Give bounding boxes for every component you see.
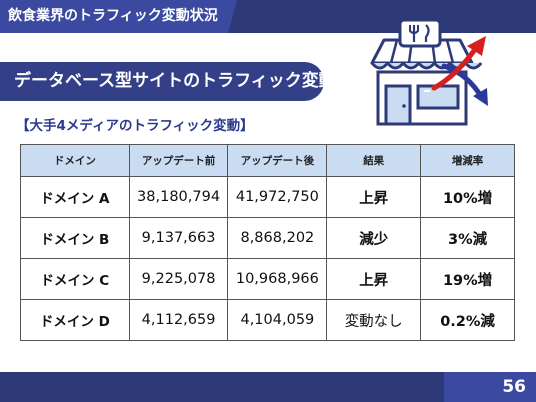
page-number: 56 <box>444 372 536 402</box>
before-cell: 9,225,078 <box>128 258 229 300</box>
column-header-rate: 増減率 <box>420 144 515 177</box>
fork-knife-icon <box>409 24 430 42</box>
traffic-table: ドメイン アップデート前 アップデート後 結果 増減率 ドメイン A 38,18… <box>20 144 515 341</box>
before-cell: 38,180,794 <box>128 176 229 218</box>
column-header-result: 結果 <box>326 144 422 177</box>
domain-cell: ドメイン D <box>20 299 130 341</box>
rate-cell: 10%増 <box>420 176 515 218</box>
after-cell: 41,972,750 <box>227 176 328 218</box>
before-cell: 9,137,663 <box>128 217 229 259</box>
top-header-bar: 飲食業界のトラフィック変動状況 <box>0 0 536 33</box>
result-cell: 上昇 <box>326 176 422 218</box>
column-header-after: アップデート後 <box>227 144 328 177</box>
result-cell: 変動なし <box>326 299 422 341</box>
slide-section-title: 飲食業界のトラフィック変動状況 <box>0 0 237 33</box>
domain-cell: ドメイン C <box>20 258 130 300</box>
column-header-domain: ドメイン <box>20 144 130 177</box>
domain-cell: ドメイン B <box>20 217 130 259</box>
table-row: ドメイン B 9,137,663 8,868,202 減少 3%減 <box>20 217 515 259</box>
rate-cell: 3%減 <box>420 217 515 259</box>
store-icon <box>370 18 483 126</box>
table-subheading: 【大手4メディアのトラフィック変動】 <box>16 118 254 134</box>
after-cell: 10,968,966 <box>227 258 328 300</box>
table-header-row: ドメイン アップデート前 アップデート後 結果 増減率 <box>20 144 515 177</box>
domain-cell: ドメイン A <box>20 176 130 218</box>
table-row: ドメイン C 9,225,078 10,968,966 上昇 19%増 <box>20 258 515 300</box>
trend-arrow-down-icon <box>441 63 488 106</box>
table-row: ドメイン D 4,112,659 4,104,059 変動なし 0.2%減 <box>20 299 515 341</box>
result-cell: 上昇 <box>326 258 422 300</box>
rate-cell: 19%増 <box>420 258 515 300</box>
after-cell: 4,104,059 <box>227 299 328 341</box>
table-row: ドメイン A 38,180,794 41,972,750 上昇 10%増 <box>20 176 515 218</box>
column-header-before: アップデート前 <box>128 144 229 177</box>
store-illustration <box>370 18 488 126</box>
rate-cell: 0.2%減 <box>420 299 515 341</box>
result-cell: 減少 <box>326 217 422 259</box>
after-cell: 8,868,202 <box>227 217 328 259</box>
before-cell: 4,112,659 <box>128 299 229 341</box>
footer-bar: 56 <box>0 372 536 402</box>
trend-arrow-up-icon <box>431 36 486 91</box>
section-banner: データベース型サイトのトラフィック変動 <box>0 62 336 101</box>
